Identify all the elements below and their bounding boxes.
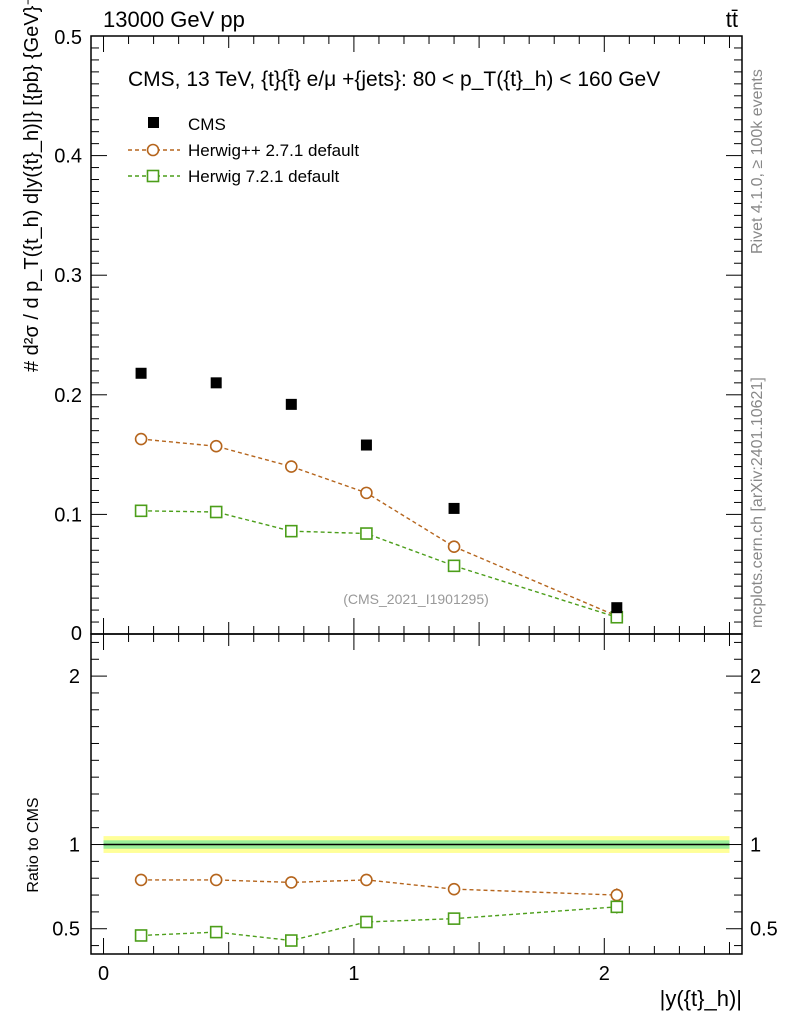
legend-herwig7-marker: [146, 169, 160, 183]
ratio-series-layer: [134, 873, 624, 947]
cms-point: [360, 439, 372, 451]
herwigpp-point: [285, 460, 298, 473]
energy-label: 13000 GeV pp: [103, 7, 245, 32]
ratio-herwigpp-point: [360, 873, 373, 887]
y-tick-label: 0.4: [54, 146, 82, 168]
cms-point: [135, 367, 147, 379]
ratio-herwigpp-point: [134, 873, 148, 887]
legend-cms-label: CMS: [188, 115, 226, 134]
x-tick-label: 1: [348, 963, 359, 985]
cms-point: [611, 602, 623, 614]
ratio-herwig7-point: [134, 929, 148, 942]
plot-title: CMS, 13 TeV, {t}{t̄} e/μ +{jets}: 80 < p…: [128, 68, 660, 91]
mcplots-label: mcplots.cern.ch [arXiv:2401.10621]: [749, 377, 766, 628]
ratio-panel-frame: [90, 633, 743, 955]
herwig7-line: [141, 510, 618, 618]
y-axis-label: # d²σ / d p_T({t_h) d|y({t}_h)|} [{pb} {…: [21, 0, 43, 372]
y-tick-label: 0.1: [54, 504, 82, 526]
legend: CMS Herwig++ 2.7.1 default Herwig 7.2.1 …: [128, 115, 359, 186]
legend-herwigpp-label: Herwig++ 2.7.1 default: [188, 141, 359, 160]
ratio-herwig7-point: [610, 900, 624, 914]
herwigpp-point: [447, 540, 461, 553]
herwig7-point: [134, 504, 148, 518]
analysis-id: (CMS_2021_I1901295): [343, 591, 489, 607]
ratio-herwig7-point: [285, 934, 298, 947]
legend-herwig7-label: Herwig 7.2.1 default: [188, 167, 339, 186]
cms-point: [210, 377, 222, 389]
ratio-axis-ticks: [91, 641, 742, 947]
ratio-y-tick-labels: 0.5 1 2 0.5 1 2: [52, 666, 778, 941]
x-tick-label: 0: [98, 963, 109, 985]
ratio-tick-label: 1: [69, 835, 80, 857]
herwig7-point: [447, 559, 461, 573]
x-axis-ticks: [103, 36, 730, 954]
ratio-herwigpp-point: [285, 876, 298, 889]
ratio-herwig7-point: [447, 912, 461, 925]
process-label: tt̄: [726, 7, 738, 32]
ratio-axis-label: Ratio to CMS: [25, 797, 42, 892]
y-tick-label: 0.5: [54, 27, 82, 49]
ratio-herwigpp-point: [610, 888, 624, 902]
legend-herwigpp-marker: [146, 143, 160, 157]
ratio-herwig7-line: [141, 906, 617, 942]
cms-point: [285, 398, 297, 410]
ratio-tick-label: 0.5: [52, 919, 80, 941]
ratio-tick-label-right: 1: [750, 835, 761, 857]
rivet-label: Rivet 4.1.0, ≥ 100k events: [749, 69, 766, 254]
x-tick-labels: 0 1 2: [98, 963, 610, 985]
ratio-herwigpp-point: [209, 873, 223, 887]
herwigpp-point: [209, 439, 223, 453]
herwigpp-point: [360, 486, 373, 500]
herwig7-point: [610, 610, 624, 624]
x-tick-label: 2: [599, 963, 610, 985]
legend-cms-marker: [148, 117, 159, 128]
herwig7-point: [285, 524, 298, 538]
herwigpp-point: [134, 432, 148, 446]
y-tick-label: 0.2: [54, 385, 82, 407]
ratio-reference-band: [103, 836, 730, 853]
ratio-herwigpp-point: [447, 882, 461, 896]
ratio-herwig7-point: [360, 915, 373, 929]
herwig7-point: [209, 505, 223, 519]
series-layer: [134, 367, 624, 624]
y-tick-label: 0.3: [54, 265, 82, 287]
ratio-herwig7-point: [209, 925, 223, 939]
cms-point: [448, 502, 460, 514]
ratio-tick-label-right: 2: [750, 666, 761, 688]
ratio-tick-label: 2: [69, 666, 80, 688]
herwigpp-line: [141, 438, 618, 617]
main-y-tick-labels: 0 0.1 0.2 0.3 0.4 0.5: [54, 27, 82, 645]
herwig7-point: [360, 527, 373, 540]
main-axis-ticks: [91, 35, 742, 635]
x-axis-label: |y({t}_h)|: [660, 986, 742, 1011]
y-tick-label: 0: [71, 623, 82, 645]
ratio-tick-label-right: 0.5: [750, 919, 778, 941]
